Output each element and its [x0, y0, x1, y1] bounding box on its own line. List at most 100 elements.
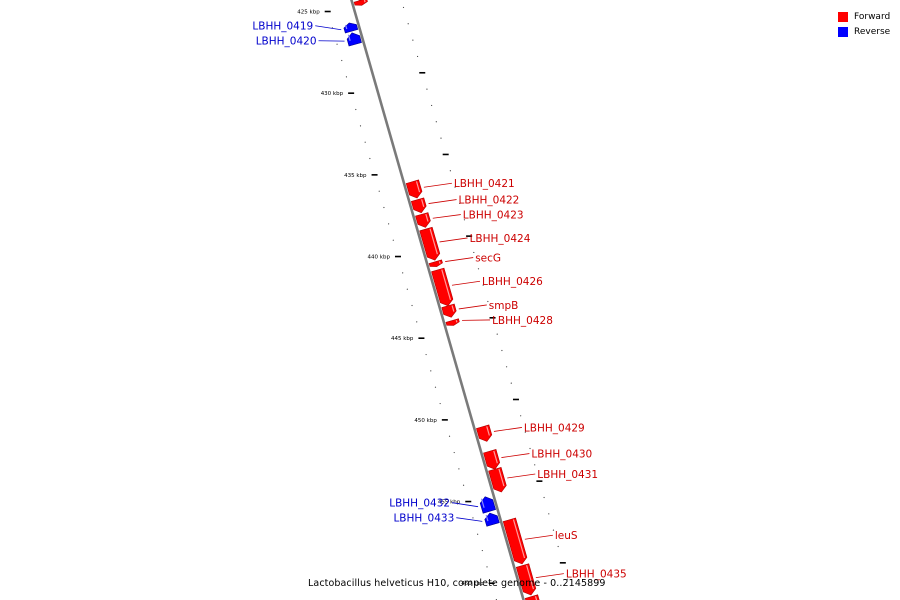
minor-tick [434, 386, 437, 388]
label-leader [456, 517, 483, 522]
gene-feature [476, 424, 493, 442]
tick-label: 445 kbp [391, 336, 414, 342]
label-leader [507, 473, 536, 479]
label-leader [493, 427, 522, 432]
minor-tick-right [520, 415, 522, 417]
gene-highlight [512, 519, 526, 559]
gene-feature [353, 0, 368, 6]
gene-feature [405, 179, 423, 199]
minor-tick [425, 353, 427, 356]
minor-tick-right [463, 219, 466, 221]
minor-tick-right [416, 55, 419, 58]
gene-label-lbhh_0422: LBHH_0422 [459, 195, 520, 207]
minor-tick-right [543, 496, 545, 499]
gene-feature [410, 197, 427, 214]
minor-tick [448, 435, 451, 437]
tick-label: 435 kbp [344, 173, 367, 179]
tick-layer: 425 kbp 430 kbp 435 kbp 440 kbp 445 kbp 450 k… [297, 6, 569, 600]
legend-forward: Forward [838, 9, 890, 24]
label-leader [445, 257, 474, 262]
gene-feature [346, 32, 362, 47]
reverse-swatch [838, 26, 848, 37]
tick-label: 455 kbp [438, 500, 461, 506]
gene-highlight [480, 498, 485, 508]
gene-feature [524, 594, 540, 600]
minor-tick [453, 451, 455, 454]
gene-highlight [415, 181, 421, 193]
minor-tick-right [487, 300, 489, 303]
gene-highlight [486, 426, 490, 436]
gene-feature [515, 563, 537, 596]
minor-tick-right [440, 137, 442, 139]
minor-tick-right [449, 170, 451, 172]
forward-swatch [838, 11, 848, 22]
gene-label-smpb: smpB [489, 300, 519, 312]
minor-tick-right [566, 578, 569, 580]
label-leader [315, 25, 342, 31]
minor-tick-right [510, 382, 512, 384]
label-leader [452, 502, 479, 508]
minor-tick-right [407, 23, 409, 25]
minor-tick [369, 157, 371, 160]
minor-tick [416, 321, 418, 323]
gene-highlight [526, 565, 534, 590]
minor-tick [411, 304, 413, 307]
legend-forward-label: Forward [854, 11, 891, 22]
minor-tick [430, 370, 432, 372]
minor-tick [378, 190, 380, 192]
minor-tick-right [473, 251, 475, 254]
minor-tick [345, 76, 348, 78]
gene-feature [431, 267, 454, 307]
minor-tick [458, 468, 460, 470]
minor-tick [406, 288, 408, 290]
gene-highlight [493, 450, 498, 464]
gene-label-lbhh_0428: LBHH_0428 [492, 315, 553, 327]
gene-label-lbhh_0430: LBHH_0430 [531, 449, 592, 461]
tick-label: 460 kbp [461, 581, 484, 587]
minor-tick [364, 141, 366, 143]
gene-label-lbhh_0435: LBHH_0435 [566, 569, 627, 581]
gene-label-lbhh_0420: LBHH_0420 [256, 36, 317, 48]
minor-tick-right [524, 431, 526, 433]
legend-reverse: Reverse [838, 24, 890, 39]
label-leader [524, 534, 553, 540]
genome-backbone [350, 0, 525, 600]
minor-tick-right [501, 349, 503, 352]
gene-highlight [438, 261, 441, 264]
gene-label-lbhh_0426: LBHH_0426 [482, 276, 543, 288]
minor-tick [388, 223, 390, 225]
gene-label-lbhh_0423: LBHH_0423 [463, 210, 524, 222]
label-leader [458, 304, 487, 310]
minor-tick-right [548, 513, 550, 515]
gene-highlight [421, 199, 425, 207]
gene-label-lbhh_0432: LBHH_0432 [389, 498, 450, 510]
minor-tick [486, 566, 488, 568]
label-leader [535, 573, 564, 579]
gene-highlight [345, 24, 348, 30]
gene-label-lbhh_0419: LBHH_0419 [252, 21, 313, 33]
tick-label: 430 kbp [321, 91, 344, 97]
gene-feature [502, 517, 528, 565]
gene-label-secg: secG [475, 253, 501, 265]
minor-tick-right [552, 529, 555, 531]
gene-label-lbhh_0431: LBHH_0431 [537, 469, 598, 481]
gene-feature [479, 496, 496, 514]
minor-tick-right [496, 333, 498, 335]
minor-tick [481, 549, 483, 552]
label-leader [451, 280, 481, 286]
gene-highlight [485, 514, 489, 522]
gene-feature [488, 467, 507, 493]
label-leader [423, 182, 452, 188]
minor-tick-right [412, 39, 414, 41]
gene-label-lbhh_0433: LBHH_0433 [393, 513, 454, 525]
minor-tick [336, 43, 338, 45]
minor-tick [355, 108, 357, 111]
minor-tick [439, 402, 441, 405]
gene-layer [343, 0, 540, 600]
minor-tick [462, 484, 465, 486]
label-leader [428, 199, 457, 204]
gene-highlight [451, 305, 455, 312]
minor-tick-right [505, 366, 508, 368]
